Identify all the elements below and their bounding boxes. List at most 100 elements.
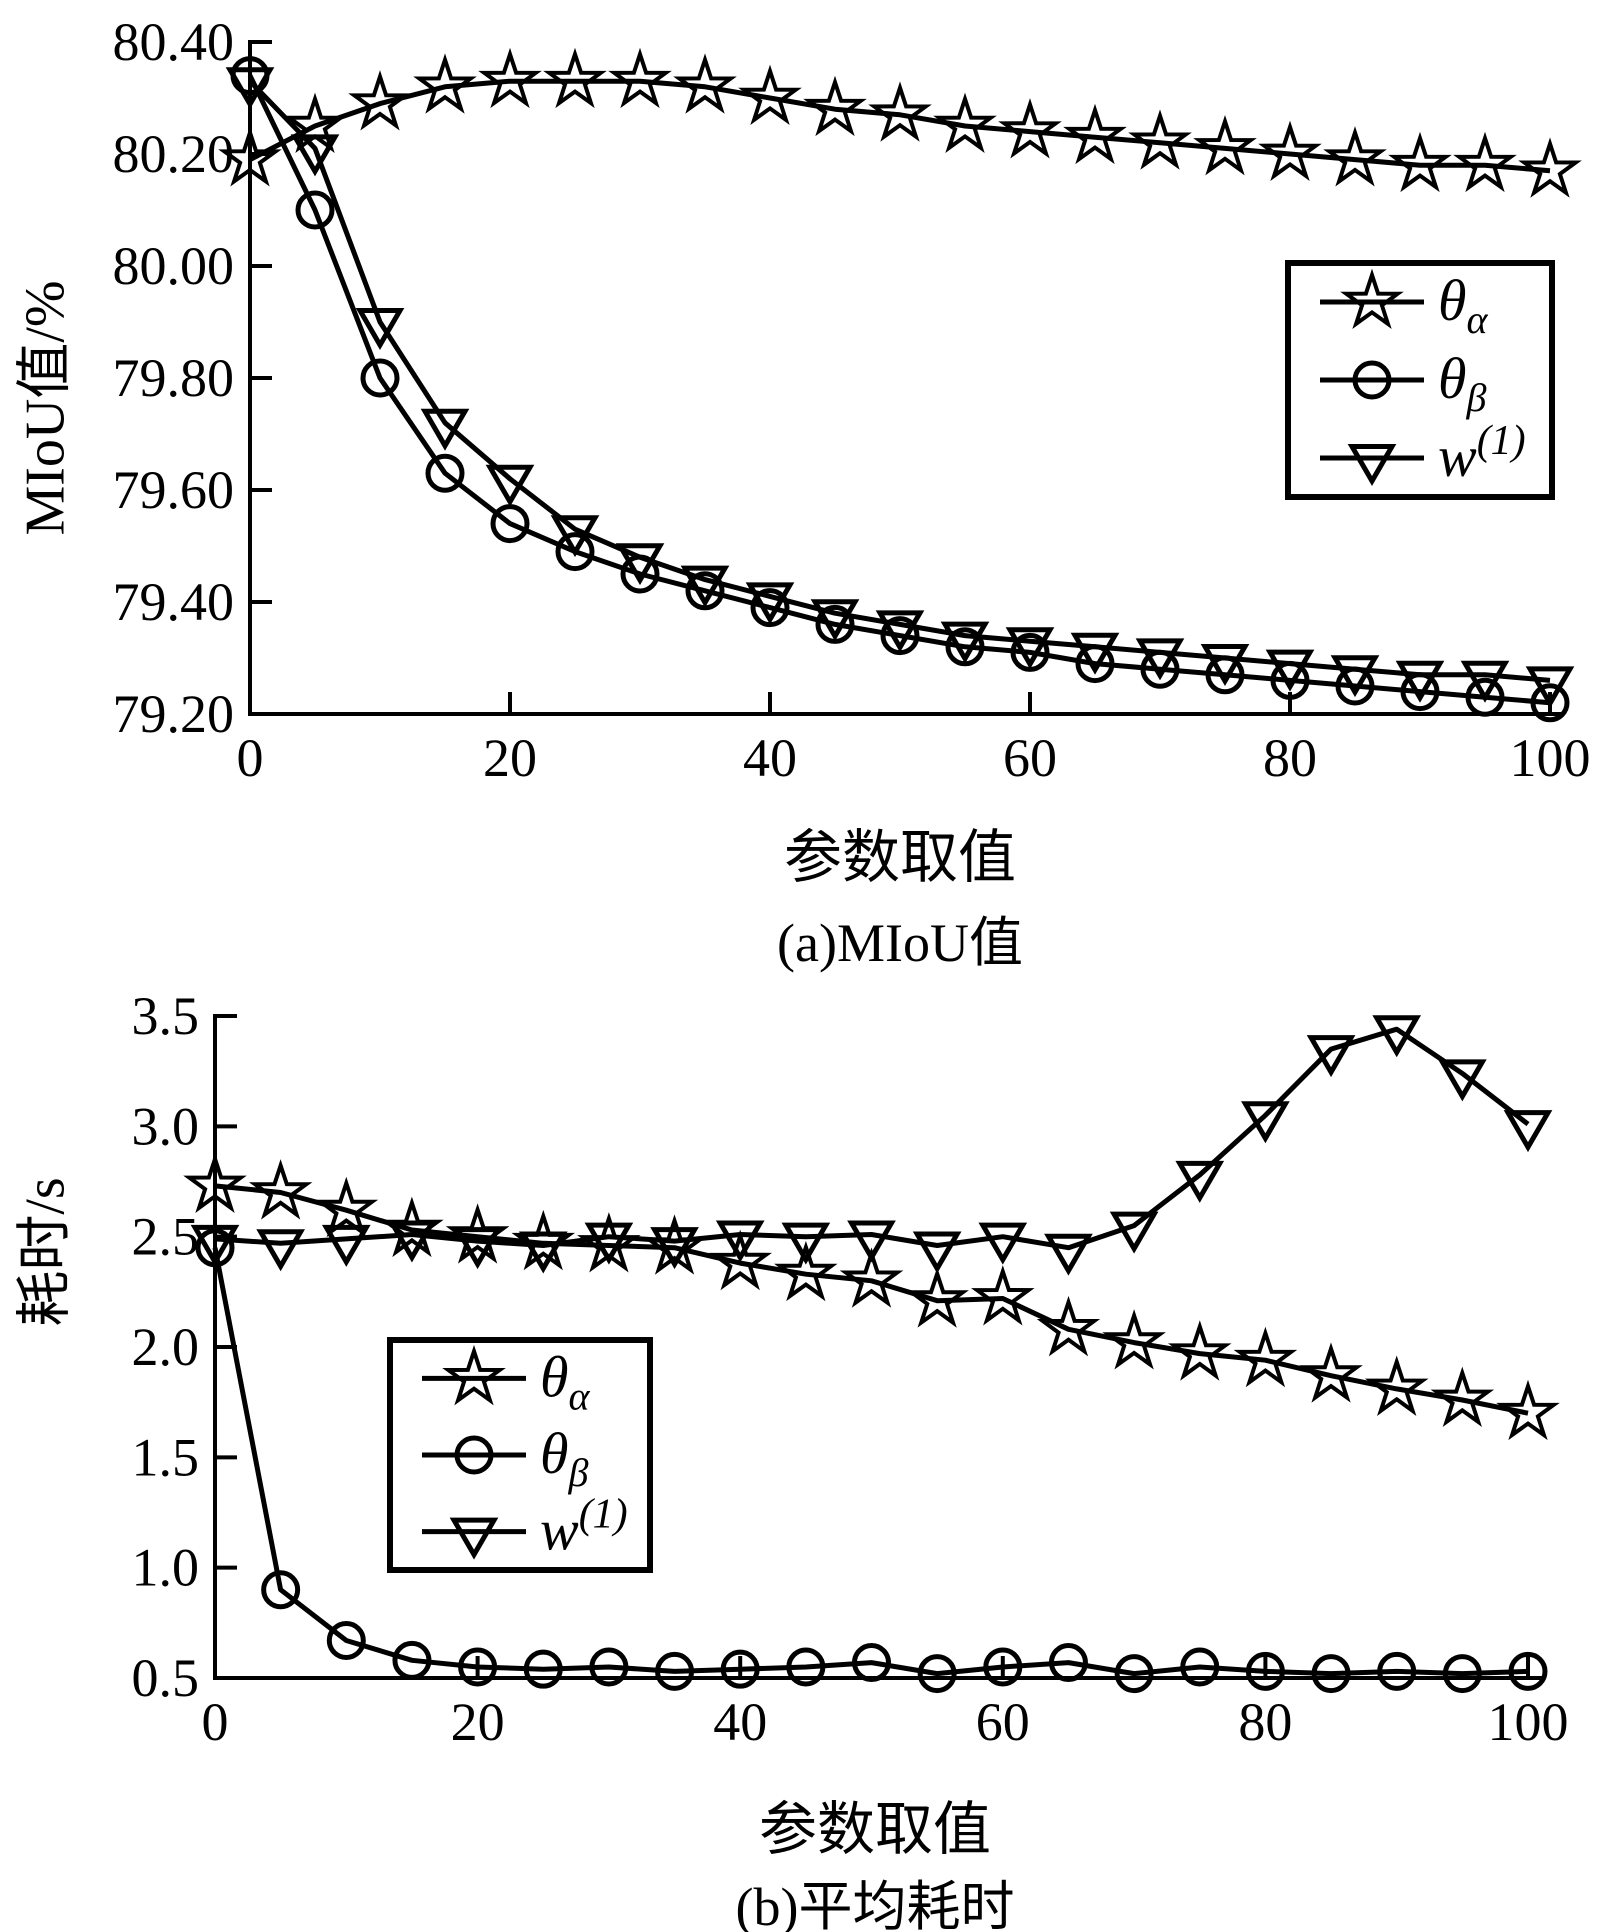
chart-a-series-theta-beta-marker — [880, 616, 920, 656]
chart-b-caption: (b)平均耗时 — [735, 1877, 1015, 1932]
chart-b-series-theta-alpha-marker — [1496, 1379, 1560, 1441]
chart-a-legend-triangle-down-icon — [1347, 444, 1397, 486]
chart-a-series-theta-alpha-marker — [543, 47, 607, 109]
chart-b-series-theta-beta-marker — [1245, 1651, 1285, 1691]
chart-b-y-tick-label: 3.0 — [132, 1096, 200, 1156]
chart-a-series-theta-beta-marker — [750, 588, 790, 628]
chart-a-series-w1-marker — [485, 464, 535, 507]
chart-a-series-theta-alpha-marker — [673, 53, 737, 114]
chart-b-series-theta-beta-marker — [1508, 1651, 1548, 1691]
chart-b-x-tick-label: 60 — [976, 1692, 1030, 1752]
chart-b-series-w1-marker — [256, 1229, 305, 1272]
chart-a-series-theta-beta-marker — [555, 532, 595, 572]
chart-a-series-w1-marker — [1525, 666, 1575, 709]
chart-b-series-w1-marker — [453, 1227, 502, 1270]
chart-a-series-theta-alpha-marker — [868, 81, 932, 142]
chart-b-series-theta-alpha-marker — [971, 1265, 1035, 1326]
chart-b-y-tick-label: 1.0 — [132, 1538, 200, 1598]
chart-b-series-theta-beta-marker — [1114, 1654, 1154, 1694]
chart-b-series-w1-marker — [650, 1227, 699, 1270]
chart-a-series-w1-marker — [1135, 638, 1185, 681]
chart-b-series-theta-beta-marker — [523, 1649, 563, 1689]
chart-a-series-theta-beta-marker — [815, 604, 855, 644]
chart-a-series-theta-alpha-marker — [1063, 103, 1127, 165]
chart-a-series-theta-beta-line — [247, 74, 1551, 706]
chart-a-series-w1-marker — [1330, 655, 1380, 698]
chart-b-series-theta-beta-marker — [1180, 1647, 1220, 1687]
chart-a-x-axis-label: 参数取值 — [783, 825, 1016, 890]
chart-b-y-tick-label: 2.0 — [132, 1317, 200, 1377]
chart-b-y-tick-label: 1.5 — [132, 1427, 200, 1487]
chart-b-series-theta-beta-marker — [852, 1643, 891, 1683]
chart-b-series-w1-marker — [1372, 1015, 1422, 1058]
chart-a-x-tick-label: 0 — [237, 728, 264, 788]
chart-a-series-theta-alpha-marker — [998, 98, 1062, 159]
chart-b-y-tick-label: 0.5 — [132, 1648, 200, 1708]
chart-a-series-w1-marker — [615, 543, 665, 586]
chart-b-series-w1-marker — [584, 1222, 634, 1265]
chart-a-series-theta-beta-marker — [360, 358, 400, 398]
chart-b-series-w1-marker — [1175, 1160, 1225, 1203]
chart-b-series-theta-alpha-marker — [1036, 1295, 1101, 1357]
chart-a-series-w1-marker — [1070, 632, 1120, 675]
chart-a-y-tick-label: 80.00 — [113, 236, 235, 296]
chart-a-series-theta-alpha-line — [248, 78, 1551, 174]
chart-a-series-w1-marker — [1265, 649, 1315, 692]
chart-b-series-w1-marker — [715, 1220, 765, 1263]
chart-b-series-theta-beta-marker — [720, 1649, 760, 1689]
chart-a-series-w1-marker — [1200, 644, 1250, 686]
chart-b-series-theta-alpha-marker — [1364, 1355, 1429, 1416]
chart-a-y-axis-label: MIoU值/% — [14, 280, 77, 536]
chart-b-series-theta-beta-marker — [917, 1654, 957, 1694]
chart-b-series-theta-alpha-marker — [1299, 1342, 1363, 1403]
chart-b-series-w1-marker — [781, 1222, 831, 1265]
chart-a-series-theta-alpha-marker — [348, 70, 412, 131]
chart-b-series-theta-beta-marker — [1048, 1643, 1088, 1683]
chart-a-series-theta-alpha-marker — [1258, 120, 1322, 181]
chart-b-x-tick-label: 0 — [202, 1692, 229, 1752]
chart-a-legend-circle-icon — [1352, 360, 1392, 400]
chart-b-series-theta-alpha-marker — [839, 1247, 904, 1308]
chart-a-series-theta-alpha-marker — [1518, 137, 1582, 198]
chart-a-series-theta-alpha-marker — [1128, 109, 1192, 170]
chart-b-series-w1-marker — [190, 1224, 240, 1267]
chart-a-series-theta-alpha-marker — [608, 47, 672, 109]
chart-a-series-theta-beta-marker — [1010, 632, 1050, 672]
chart-a-series-theta-alpha-marker — [218, 126, 282, 187]
chart-a-y-tick-label: 79.20 — [113, 684, 235, 744]
chart-b-series-w1-marker — [518, 1231, 568, 1274]
chart-a-series-w1-marker — [875, 610, 925, 653]
chart-b-series-w1-marker — [847, 1220, 896, 1263]
chart-b-series-theta-alpha-marker — [708, 1229, 772, 1291]
chart-b-series-theta-beta-marker — [326, 1620, 366, 1660]
chart-b-series-w1-marker — [1044, 1233, 1093, 1276]
chart-b-x-tick-label: 80 — [1238, 1692, 1292, 1752]
chart-b-series-w1-marker — [387, 1220, 437, 1263]
chart-a-series-theta-beta-marker — [1530, 683, 1570, 723]
chart-a-x-tick-label: 20 — [483, 728, 537, 788]
chart-a-series-theta-alpha-marker — [1388, 131, 1452, 193]
chart-a-y-tick-label: 79.60 — [113, 460, 235, 520]
chart-b-series-theta-beta-marker — [1311, 1654, 1351, 1694]
chart-a-series-w1-marker — [940, 621, 990, 664]
chart-a-series-theta-beta-marker — [295, 190, 335, 230]
chart-a-x-tick-label: 80 — [1263, 728, 1317, 788]
chart-b-series-w1-marker — [1241, 1101, 1290, 1144]
chart-a-y-tick-label: 79.80 — [113, 348, 235, 408]
chart-a-series-w1-marker — [420, 408, 470, 451]
chart-b-series-theta-beta-marker — [786, 1647, 826, 1687]
chart-a-series-theta-alpha-marker — [1453, 131, 1517, 193]
chart-b-legend-circle-icon — [454, 1435, 494, 1475]
chart-a-series-theta-beta-marker — [945, 627, 985, 667]
chart-b-series-theta-alpha-marker — [1430, 1366, 1495, 1427]
chart-b-series-w1-marker — [1306, 1035, 1356, 1078]
chart-a-series-w1-line — [248, 79, 1551, 683]
chart-a-series-theta-alpha-marker — [933, 92, 997, 153]
chart-a-y-tick-label: 80.40 — [113, 12, 235, 72]
chart-a-series-w1-marker — [550, 515, 600, 558]
chart-b-series-theta-beta-marker — [589, 1647, 629, 1687]
chart-a-series-theta-alpha-marker — [478, 47, 542, 109]
chart-a-y-tick-label: 79.40 — [113, 572, 235, 632]
chart-b-series-theta-beta-marker — [1377, 1651, 1417, 1691]
chart-b-series-w1-marker — [912, 1231, 962, 1274]
